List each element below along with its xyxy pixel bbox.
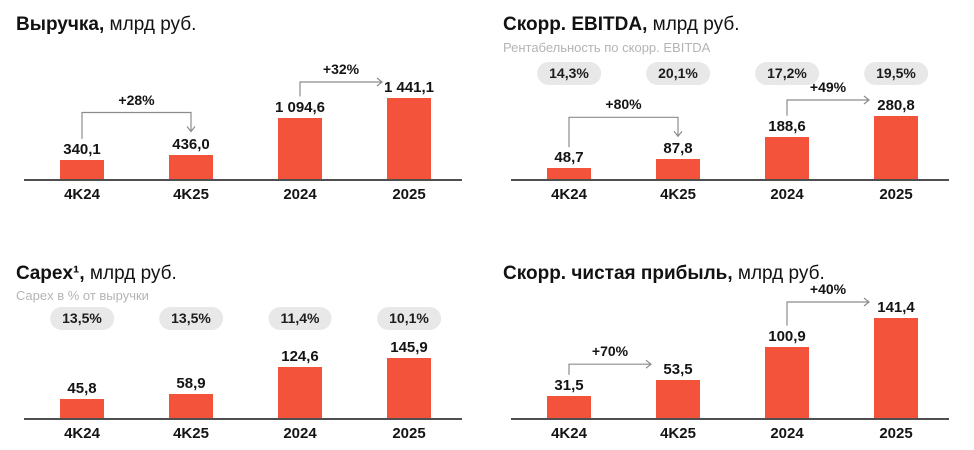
bar xyxy=(278,366,322,418)
growth-arrow xyxy=(786,297,870,326)
margin-badge: 13,5% xyxy=(50,307,114,330)
chart-title-metric: Capex¹, xyxy=(16,263,85,284)
value-label: 436,0 xyxy=(172,135,210,153)
chart-subtitle: Capex в % от выручки xyxy=(16,288,149,303)
margin-badge: 17,2% xyxy=(755,62,819,85)
chart-plot-area: 45,8 4K24 13,5% 58,9 4K25 13,5% 124,6 2024 11,4%… xyxy=(0,225,487,450)
chart-title: Скорр. чистая прибыль, млрд руб. xyxy=(503,263,825,285)
category-label: 4K25 xyxy=(660,425,696,442)
chart-title-unit: млрд руб. xyxy=(89,263,177,284)
bar xyxy=(278,117,322,179)
margin-badge: 19,5% xyxy=(864,62,928,85)
growth-arrows-layer xyxy=(568,95,870,148)
growth-arrow xyxy=(299,77,383,97)
value-label: 1 441,1 xyxy=(383,79,435,96)
bar xyxy=(169,154,213,179)
bar xyxy=(547,395,591,418)
chart-plot-area: 340,1 4K24 436,0 4K25 1 094,6 2024 1 441,1 2025… xyxy=(0,0,487,225)
value-label: 100,9 xyxy=(768,327,806,345)
category-label: 2025 xyxy=(392,186,426,203)
bar xyxy=(60,159,104,179)
value-label: 48,7 xyxy=(554,149,584,167)
growth-arrow xyxy=(568,116,683,148)
growth-arrow-label: +40% xyxy=(809,281,847,297)
growth-arrow xyxy=(81,111,196,139)
bar xyxy=(656,159,700,179)
bar xyxy=(874,116,918,179)
bar xyxy=(656,380,700,418)
growth-arrow xyxy=(786,95,870,116)
chart-title-unit: млрд руб. xyxy=(737,263,825,284)
bar xyxy=(874,318,918,418)
chart-subtitle: Рентабельность по скорр. EBITDA xyxy=(503,40,711,55)
category-label: 2024 xyxy=(283,425,317,442)
bar xyxy=(547,168,591,179)
bar xyxy=(765,136,809,179)
value-label: 87,8 xyxy=(663,140,693,158)
category-label: 4K24 xyxy=(64,425,100,442)
margin-badge: 10,1% xyxy=(377,307,441,330)
chart-title: Выручка, млрд руб. xyxy=(16,14,196,36)
bar xyxy=(765,346,809,418)
category-label: 2025 xyxy=(392,425,426,442)
margin-badge: 14,3% xyxy=(537,62,601,85)
chart-title: Скорр. EBITDA, млрд руб. xyxy=(503,14,740,36)
category-label: 4K24 xyxy=(64,186,100,203)
value-label: 58,9 xyxy=(176,374,206,392)
bar xyxy=(60,399,104,418)
growth-arrow-label: +80% xyxy=(605,96,642,113)
axis-line xyxy=(511,179,949,181)
value-label: 340,1 xyxy=(63,140,101,158)
growth-arrow-label: +28% xyxy=(118,91,155,108)
chart-plot-area: 31,5 4K24 53,5 4K25 100,9 2024 141,4 2025 +70% +4… xyxy=(487,225,974,450)
chart-title: Capex¹, млрд руб. xyxy=(16,263,177,285)
chart-title-metric: Скорр. EBITDA, xyxy=(503,14,648,35)
category-label: 2024 xyxy=(770,425,804,442)
chart-panel-revenue: Выручка, млрд руб. 340,1 4K24 436,0 4K25 1 0… xyxy=(0,0,487,224)
category-label: 4K25 xyxy=(660,186,696,203)
bar xyxy=(387,98,431,179)
growth-arrow-label: +70% xyxy=(591,343,629,360)
chart-title-metric: Скорр. чистая прибыль, xyxy=(503,263,733,284)
value-label: 31,5 xyxy=(554,376,584,394)
value-label: 1 094,6 xyxy=(274,98,326,116)
axis-line xyxy=(24,418,462,420)
growth-arrows-layer xyxy=(81,77,383,139)
chart-title-metric: Выручка, xyxy=(16,14,105,35)
chart-panel-capex: Capex¹, млрд руб. Capex в % от выручки 4… xyxy=(0,225,487,449)
category-label: 2025 xyxy=(879,186,913,203)
value-label: 45,8 xyxy=(67,380,97,398)
value-label: 280,8 xyxy=(877,97,915,114)
value-label: 145,9 xyxy=(390,339,428,356)
margin-badge: 20,1% xyxy=(646,62,710,85)
margin-badge: 11,4% xyxy=(268,307,332,330)
margin-badge: 13,5% xyxy=(159,307,223,330)
chart-title-unit: млрд руб. xyxy=(652,14,740,35)
category-label: 4K24 xyxy=(551,425,587,442)
bar xyxy=(169,393,213,418)
growth-arrow-label: +49% xyxy=(809,79,847,95)
axis-line xyxy=(24,179,462,181)
value-label: 124,6 xyxy=(281,347,319,365)
value-label: 188,6 xyxy=(768,117,806,135)
value-label: 53,5 xyxy=(663,361,693,379)
growth-arrow-label: +32% xyxy=(322,61,360,77)
category-label: 4K25 xyxy=(173,425,209,442)
category-label: 2024 xyxy=(770,186,804,203)
growth-arrows-layer xyxy=(568,297,870,375)
chart-plot-area: 48,7 4K24 14,3% 87,8 4K25 20,1% 188,6 2024 17,2%… xyxy=(487,0,974,225)
category-label: 4K24 xyxy=(551,186,587,203)
growth-arrow xyxy=(568,359,652,375)
category-label: 2024 xyxy=(283,186,317,203)
bar xyxy=(387,358,431,418)
chart-panel-adjusted-ebitda: Скорр. EBITDA, млрд руб. Рентабельность … xyxy=(487,0,974,224)
chart-panel-adjusted-net-profit: Скорр. чистая прибыль, млрд руб. 31,5 4K2… xyxy=(487,225,974,449)
category-label: 4K25 xyxy=(173,186,209,203)
category-label: 2025 xyxy=(879,425,913,442)
axis-line xyxy=(511,418,949,420)
chart-title-unit: млрд руб. xyxy=(109,14,197,35)
value-label: 141,4 xyxy=(877,299,915,316)
